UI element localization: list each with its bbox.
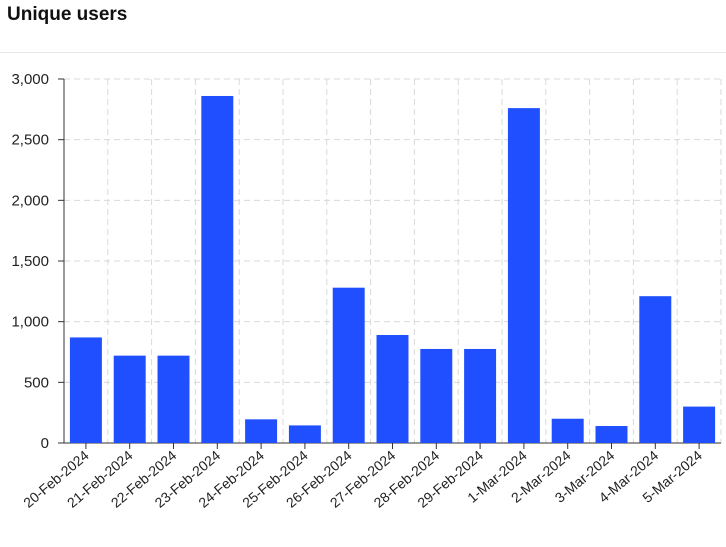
bar-29-feb-2024 xyxy=(464,348,497,443)
y-tick-label: 3,000 xyxy=(11,71,49,88)
bar-chart: 0 500 1,000 1,500 2,000 2,500 3,000 20-Feb-202… xyxy=(11,71,722,511)
y-tick-label: 2,000 xyxy=(11,192,49,209)
bar-4-mar-2024 xyxy=(639,296,672,443)
bar-28-feb-2024 xyxy=(420,348,453,443)
bar-22-feb-2024 xyxy=(157,355,190,443)
bar-3-mar-2024 xyxy=(595,426,628,443)
bar-24-feb-2024 xyxy=(245,419,278,443)
y-tick-label: 1,000 xyxy=(11,314,49,331)
y-tick-labels: 0 500 1,000 1,500 2,000 2,500 3,000 xyxy=(11,71,49,452)
bar-26-feb-2024 xyxy=(332,287,365,443)
bar-21-feb-2024 xyxy=(113,355,146,443)
y-tick-label: 1,500 xyxy=(11,253,49,270)
bar-27-feb-2024 xyxy=(376,335,409,443)
grid-lines xyxy=(64,78,722,443)
chart-title: Unique users xyxy=(7,4,128,25)
bar-1-mar-2024 xyxy=(507,108,540,443)
chart-header: Unique users xyxy=(0,0,726,53)
bar-2-mar-2024 xyxy=(551,418,584,443)
bar-23-feb-2024 xyxy=(201,95,234,443)
bar-20-feb-2024 xyxy=(69,337,102,443)
bar-5-mar-2024 xyxy=(683,406,716,443)
y-tick-label: 500 xyxy=(24,374,49,391)
y-tick-label: 0 xyxy=(41,435,49,452)
x-tick-labels: 20-Feb-202421-Feb-202422-Feb-202423-Feb-… xyxy=(20,447,705,511)
y-tick-label: 2,500 xyxy=(11,132,49,149)
bars xyxy=(69,95,716,443)
bar-25-feb-2024 xyxy=(288,425,321,443)
chart-area: 0 500 1,000 1,500 2,000 2,500 3,000 20-Feb-202… xyxy=(0,54,726,542)
